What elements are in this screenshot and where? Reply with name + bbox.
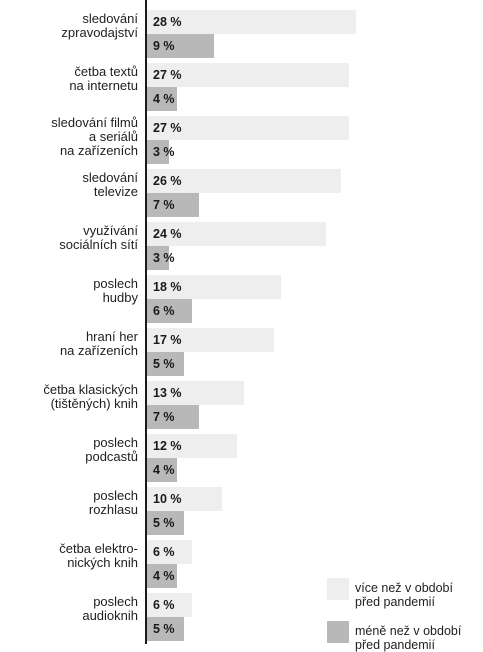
data-label-more: 28 % — [153, 15, 182, 29]
bar-more — [147, 222, 327, 246]
bar-less — [147, 564, 177, 588]
bar-less — [147, 246, 170, 270]
bar-more — [147, 10, 356, 34]
category-label: využívání sociálních sítí — [59, 223, 138, 252]
data-label-more: 12 % — [153, 439, 182, 453]
category-label: poslech audioknih — [82, 594, 138, 623]
data-label-more: 27 % — [153, 121, 182, 135]
data-label-more: 10 % — [153, 492, 182, 506]
category-label: sledování filmů a seriálů na zařízeních — [51, 115, 138, 158]
bar-less — [147, 352, 185, 376]
bar-less — [147, 140, 170, 164]
legend-swatch-less — [327, 621, 349, 643]
bar-more — [147, 169, 342, 193]
bar-less — [147, 617, 185, 641]
bar-more — [147, 381, 245, 405]
data-label-less: 3 % — [153, 145, 175, 159]
category-label: sledování televize — [82, 170, 138, 199]
bar-more — [147, 487, 222, 511]
bar-less — [147, 299, 192, 323]
bar-less — [147, 458, 177, 482]
category-label: četba elektro- nických knih — [59, 541, 138, 570]
data-label-less: 4 % — [153, 569, 175, 583]
bar-more — [147, 328, 274, 352]
legend-label-less: méně než v období před pandemií — [355, 624, 462, 652]
bar-more — [147, 275, 282, 299]
data-label-more: 6 % — [153, 598, 175, 612]
category-label: četba textů na internetu — [69, 64, 138, 93]
legend-label-more: více než v období před pandemií — [355, 581, 453, 609]
bar-less — [147, 193, 200, 217]
data-label-more: 6 % — [153, 545, 175, 559]
data-label-less: 9 % — [153, 39, 175, 53]
data-label-more: 18 % — [153, 280, 182, 294]
data-label-less: 3 % — [153, 251, 175, 265]
data-label-less: 4 % — [153, 463, 175, 477]
data-label-less: 7 % — [153, 410, 175, 424]
axis-line — [145, 0, 147, 644]
bar-more — [147, 434, 237, 458]
bar-less — [147, 511, 185, 535]
category-label: sledování zpravodajství — [61, 11, 138, 40]
category-label: poslech hudby — [93, 276, 138, 305]
data-label-less: 6 % — [153, 304, 175, 318]
bar-less — [147, 34, 215, 58]
data-label-more: 27 % — [153, 68, 182, 82]
data-label-less: 7 % — [153, 198, 175, 212]
data-label-less: 4 % — [153, 92, 175, 106]
data-label-less: 5 % — [153, 516, 175, 530]
data-label-less: 5 % — [153, 622, 175, 636]
data-label-more: 17 % — [153, 333, 182, 347]
data-label-more: 26 % — [153, 174, 182, 188]
bar-less — [147, 87, 177, 111]
bar-more — [147, 116, 349, 140]
category-label: četba klasických (tištěných) knih — [43, 382, 138, 411]
category-label: hraní her na zařízeních — [59, 329, 138, 358]
data-label-less: 5 % — [153, 357, 175, 371]
legend-swatch-more — [327, 578, 349, 600]
bar-less — [147, 405, 200, 429]
data-label-more: 24 % — [153, 227, 182, 241]
data-label-more: 13 % — [153, 386, 182, 400]
bar-more — [147, 593, 192, 617]
bar-more — [147, 63, 349, 87]
category-label: poslech rozhlasu — [88, 488, 138, 517]
category-label: poslech podcastů — [85, 435, 138, 464]
bar-more — [147, 540, 192, 564]
